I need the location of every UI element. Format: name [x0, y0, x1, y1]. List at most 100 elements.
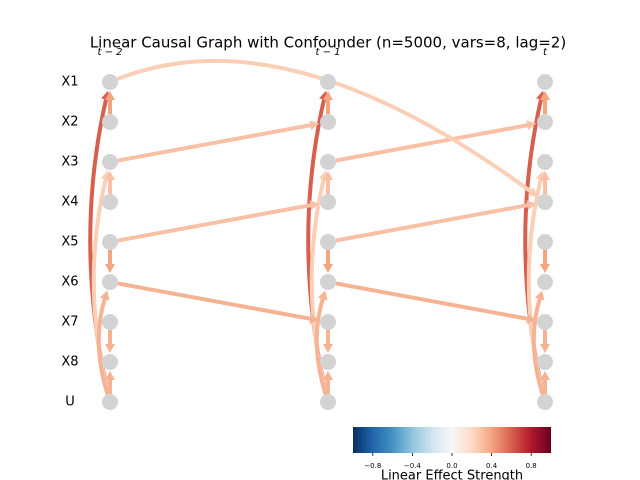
edge-arrowhead	[105, 344, 115, 353]
node	[537, 114, 553, 130]
colorbar	[353, 427, 551, 453]
node	[537, 394, 553, 410]
edge-line	[335, 122, 530, 163]
edge	[117, 281, 320, 324]
edge-arrowhead	[540, 371, 550, 380]
node	[537, 154, 553, 170]
edge-arrowhead	[526, 120, 537, 131]
edge	[323, 250, 333, 273]
edge	[105, 171, 115, 194]
edge	[116, 58, 538, 197]
node	[102, 234, 118, 250]
edge-line	[531, 296, 545, 395]
edge-line	[314, 296, 328, 395]
time-label: t − 1	[315, 47, 340, 58]
node-label: X4	[61, 195, 78, 210]
node	[320, 114, 336, 130]
edge	[540, 249, 550, 273]
edge	[335, 200, 537, 243]
node	[320, 394, 336, 410]
edge	[335, 281, 537, 324]
colorbar-label: Linear Effect Strength	[381, 469, 523, 480]
node	[102, 394, 118, 410]
edge-line	[335, 202, 530, 243]
edge	[335, 120, 537, 163]
edge-arrowhead	[526, 200, 537, 211]
colorbar-tick-label: 0.0	[446, 462, 457, 470]
edge	[323, 371, 333, 394]
node	[102, 314, 118, 330]
edge-arrowhead	[309, 313, 320, 324]
node	[102, 274, 118, 290]
colorbar-tick-label: 0.8	[526, 462, 537, 470]
node	[320, 354, 336, 370]
node	[102, 114, 118, 130]
node	[102, 74, 118, 90]
edge	[117, 200, 320, 243]
chart-title: Linear Causal Graph with Confounder (n=5…	[90, 34, 566, 52]
edge-arrowhead	[540, 171, 550, 180]
node-label: X1	[61, 75, 78, 90]
node	[102, 354, 118, 370]
edge-arrowhead	[323, 371, 333, 380]
edge-line	[96, 296, 110, 395]
node-label: X6	[61, 275, 78, 290]
node	[320, 234, 336, 250]
node	[537, 314, 553, 330]
edge-arrowhead	[105, 264, 115, 273]
node	[537, 74, 553, 90]
edge	[105, 91, 115, 114]
node	[537, 354, 553, 370]
edge-arrowhead	[540, 91, 550, 100]
time-label: t	[543, 47, 548, 58]
edge-arrowhead	[526, 313, 537, 324]
edge-arrowhead	[323, 344, 333, 353]
node	[537, 194, 553, 210]
node	[102, 194, 118, 210]
edge-arrowhead	[534, 290, 545, 301]
node-label: X3	[61, 155, 78, 170]
edge-arrowhead	[105, 91, 115, 100]
edge-arrowhead	[323, 264, 333, 273]
colorbar-tick-label: 0.4	[486, 462, 498, 470]
edge-arrowhead	[105, 171, 115, 180]
node	[320, 194, 336, 210]
edge	[323, 171, 333, 194]
colorbar-tick-label: −0.4	[404, 462, 422, 470]
node	[320, 74, 336, 90]
node-label: X5	[61, 235, 78, 250]
node	[320, 154, 336, 170]
node-label: X8	[61, 355, 78, 370]
edge	[540, 371, 550, 395]
edge-arrowhead	[540, 344, 550, 353]
edge	[117, 120, 320, 163]
edge-arrowhead	[323, 91, 333, 100]
node	[102, 154, 118, 170]
edge	[540, 91, 550, 115]
edge-arrowhead	[323, 171, 333, 180]
edge-arrowhead	[317, 290, 328, 301]
edge-arrowhead	[99, 290, 110, 301]
edge	[96, 290, 110, 395]
node	[320, 274, 336, 290]
edge-line	[335, 281, 530, 322]
edge-line	[116, 58, 534, 195]
edge-arrowhead	[309, 200, 320, 211]
edge	[323, 91, 333, 114]
edge-line	[117, 281, 313, 322]
edge-line	[117, 202, 313, 243]
edge-arrowhead	[105, 371, 115, 380]
edge	[105, 330, 115, 353]
node	[320, 314, 336, 330]
edge-arrowhead	[309, 120, 320, 131]
edge	[323, 330, 333, 353]
node	[537, 274, 553, 290]
time-label: t − 2	[97, 47, 122, 58]
node-label: X2	[61, 115, 78, 130]
edge	[540, 329, 550, 353]
edge-arrowhead	[527, 187, 538, 197]
colorbar-tick-label: −0.8	[364, 462, 381, 470]
edge	[105, 250, 115, 273]
edge	[314, 290, 328, 395]
